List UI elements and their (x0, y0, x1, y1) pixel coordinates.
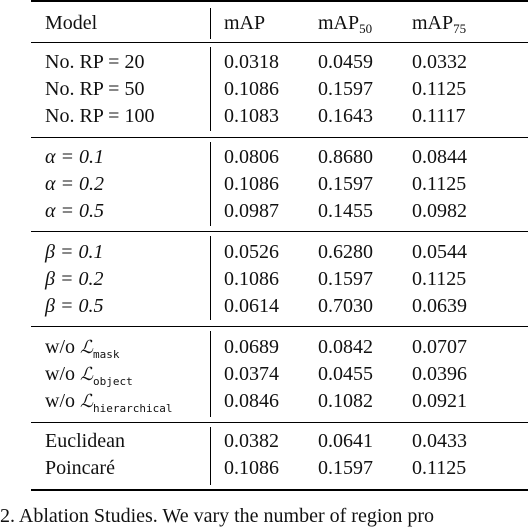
cell-map: 0.0689 (224, 336, 279, 358)
cell-map75: 0.0433 (412, 430, 467, 452)
column-divider (210, 8, 211, 39)
cell-map: 0.1086 (224, 268, 279, 290)
row-label: w/o ℒmask (45, 336, 120, 361)
cell-map75: 0.0921 (412, 390, 467, 412)
column-divider (210, 331, 211, 417)
cell-map75: 0.1125 (412, 78, 467, 100)
row-label: α = 0.5 (45, 200, 104, 222)
row-label: Euclidean (45, 430, 125, 452)
header-rule (31, 42, 528, 43)
row-label: β = 0.5 (45, 295, 104, 317)
cell-map: 0.0846 (224, 390, 279, 412)
cell-map75: 0.0982 (412, 200, 467, 222)
cell-map75: 0.1117 (412, 105, 466, 127)
cell-map50: 0.0455 (318, 363, 373, 385)
cell-map: 0.0318 (224, 51, 279, 73)
column-divider (210, 142, 211, 226)
cell-map75: 0.0639 (412, 295, 467, 317)
column-divider (210, 427, 211, 485)
cell-map75: 0.0844 (412, 146, 467, 168)
row-label: w/o ℒobject (45, 363, 133, 388)
cell-map75: 0.1125 (412, 457, 467, 479)
cell-map50: 0.0641 (318, 430, 373, 452)
cell-map50: 0.1643 (318, 105, 373, 127)
group-rule (31, 137, 528, 138)
cell-map75: 0.1125 (412, 268, 467, 290)
row-label: α = 0.2 (45, 173, 104, 195)
cell-map: 0.0806 (224, 146, 279, 168)
row-label: No. RP = 100 (45, 105, 155, 127)
cell-map: 0.1086 (224, 173, 279, 195)
row-label: α = 0.1 (45, 146, 104, 168)
cell-map75: 0.0396 (412, 363, 467, 385)
row-label: Poincaré (45, 457, 115, 479)
header-map: mAP (224, 12, 266, 34)
cell-map50: 0.1597 (318, 268, 373, 290)
cell-map: 0.1083 (224, 105, 279, 127)
group-rule (31, 326, 528, 327)
cell-map: 0.0614 (224, 295, 279, 317)
header-map50: mAP50 (318, 12, 373, 36)
header-model: Model (45, 12, 98, 34)
cell-map50: 0.1455 (318, 200, 373, 222)
cell-map50: 0.6280 (318, 241, 373, 263)
table-caption: 2. Ablation Studies. We vary the number … (0, 505, 435, 527)
cell-map75: 0.0332 (412, 51, 467, 73)
row-label: No. RP = 20 (45, 51, 145, 73)
group-rule (31, 422, 528, 423)
bottom-rule (31, 489, 528, 491)
cell-map50: 0.0459 (318, 51, 373, 73)
cell-map50: 0.1597 (318, 78, 373, 100)
cell-map: 0.0526 (224, 241, 279, 263)
cell-map75: 0.1125 (412, 173, 467, 195)
cell-map50: 0.1597 (318, 457, 373, 479)
cell-map75: 0.0707 (412, 336, 467, 358)
row-label: No. RP = 50 (45, 78, 145, 100)
row-label: β = 0.2 (45, 268, 104, 290)
cell-map75: 0.0544 (412, 241, 467, 263)
cell-map50: 0.0842 (318, 336, 373, 358)
row-label: β = 0.1 (45, 241, 104, 263)
cell-map: 0.0382 (224, 430, 279, 452)
column-divider (210, 236, 211, 320)
cell-map50: 0.8680 (318, 146, 373, 168)
cell-map: 0.1086 (224, 78, 279, 100)
row-label: w/o ℒhierarchical (45, 390, 173, 415)
group-rule (31, 231, 528, 232)
cell-map: 0.0374 (224, 363, 279, 385)
cell-map: 0.0987 (224, 200, 279, 222)
top-rule (31, 0, 528, 2)
cell-map: 0.1086 (224, 457, 279, 479)
cell-map50: 0.1597 (318, 173, 373, 195)
cell-map50: 0.7030 (318, 295, 373, 317)
header-map75: mAP75 (412, 12, 467, 36)
column-divider (210, 47, 211, 131)
cell-map50: 0.1082 (318, 390, 373, 412)
